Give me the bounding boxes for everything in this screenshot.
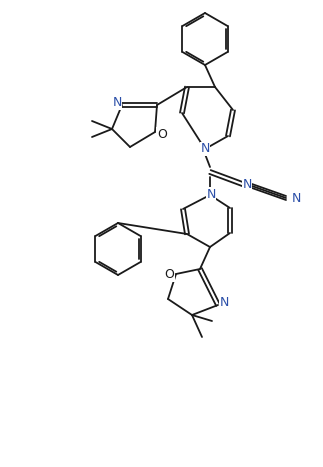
- Text: N: N: [291, 191, 301, 205]
- Text: N: N: [242, 177, 252, 191]
- Text: O: O: [157, 127, 167, 141]
- Text: N: N: [219, 297, 229, 310]
- Text: N: N: [206, 187, 216, 200]
- Text: O: O: [164, 269, 174, 282]
- Text: N: N: [200, 142, 210, 156]
- Text: N: N: [112, 97, 122, 109]
